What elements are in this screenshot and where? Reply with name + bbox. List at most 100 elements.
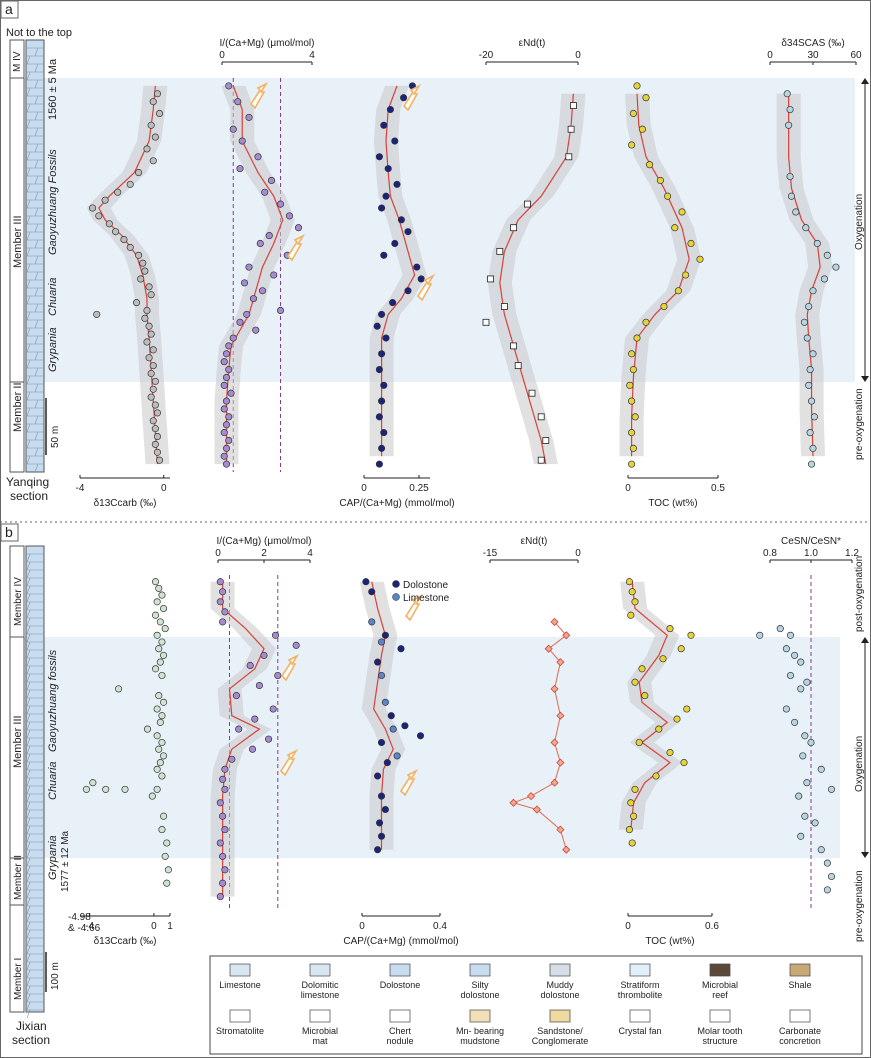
data-point [375, 366, 383, 374]
chart-b-8: CAP/(Ca+Mg) (mmol/mol) 0 0.4 [343, 578, 459, 947]
data-point [158, 712, 166, 720]
data-point [378, 204, 386, 212]
data-point [631, 598, 639, 606]
data-point [161, 852, 169, 860]
data-point [683, 705, 691, 713]
data-point [550, 778, 559, 787]
data-point [149, 362, 157, 370]
data-point [660, 302, 668, 311]
data-point [673, 715, 681, 723]
data-point [153, 732, 161, 740]
data-point [95, 212, 103, 220]
data-point [628, 397, 636, 405]
data-point [380, 381, 388, 389]
data-point-dolostone [381, 631, 389, 639]
data-point [216, 598, 224, 606]
legend-swatch-icon [629, 963, 651, 977]
data-point [823, 251, 831, 259]
tick-label: 0 [219, 50, 225, 61]
data-point [143, 725, 152, 733]
legend-limestone: Limestone [403, 593, 450, 604]
data-point [510, 342, 518, 350]
axis-label: CAP/(Ca+Mg) (mmol/mol) [339, 498, 454, 509]
data-point-dolostone [374, 772, 382, 780]
data-point [245, 113, 253, 121]
svg-text:b: b [5, 524, 13, 540]
data-point [270, 271, 278, 279]
data-point [674, 287, 682, 295]
legend-item-label: Microbial [702, 980, 738, 990]
chart-a-3: εNd(t) -20 0 [479, 38, 586, 465]
legend-swatch-icon [229, 963, 251, 977]
data-point [114, 188, 122, 196]
data-point [155, 745, 163, 753]
data-point [147, 393, 155, 401]
data-point [267, 176, 276, 184]
uncertainty-envelope [210, 581, 276, 897]
member-ii-label-a: Member II [12, 382, 24, 432]
uncertainty-envelope [776, 93, 833, 457]
data-point [143, 145, 151, 153]
legend-swatch-icon [229, 1009, 251, 1023]
chart-a-2: CAP/(Ca+Mg) (mmol/mol) 0 0.25 [339, 82, 455, 509]
data-point-dolostone [381, 805, 389, 814]
data-point [112, 228, 120, 236]
data-point [137, 275, 145, 283]
data-point [384, 165, 392, 173]
legend-item-label: Silty [471, 980, 489, 990]
data-point [145, 322, 153, 330]
fossil-gaoyuzhuang-a: Gaoyuzhuang Fossils [47, 149, 59, 255]
legend-item-label: Dolostone [380, 980, 421, 990]
data-point [550, 617, 559, 626]
data-point [156, 658, 164, 666]
data-point [135, 251, 143, 259]
data-point [628, 588, 636, 596]
data-point [243, 310, 251, 318]
trend-arrow-icon [404, 594, 424, 622]
data-point [153, 765, 161, 773]
data-point [666, 625, 674, 633]
data-point [147, 369, 155, 378]
data-point [628, 839, 636, 847]
data-point [158, 638, 166, 646]
data-point [803, 779, 811, 787]
data-point [219, 852, 227, 860]
data-point [810, 413, 818, 421]
data-point [265, 232, 273, 240]
data-point [817, 846, 825, 854]
tick-label: 0 [161, 483, 167, 494]
data-point [671, 224, 679, 232]
data-point [155, 456, 164, 464]
trend-arrow-icon [416, 274, 436, 302]
data-point [550, 684, 559, 693]
zone-markers-b: post-oxygenation Oxygenation pre-oxygena… [854, 556, 869, 942]
data-point [155, 692, 163, 700]
legend-swatch-icon [709, 963, 731, 977]
data-point [256, 239, 264, 248]
data-point [163, 839, 171, 847]
data-point [151, 425, 159, 433]
data-point [151, 611, 160, 619]
legend-item-sandstone-conglomerate: Sandstone/Conglomerate [532, 1009, 588, 1046]
data-point [246, 661, 254, 670]
tick-label: 0 [215, 548, 221, 559]
data-point [806, 429, 814, 437]
data-point [628, 460, 636, 468]
data-point [222, 421, 231, 429]
zone-post-oxygenation-b: post-oxygenation [854, 556, 865, 632]
data-point [160, 698, 168, 706]
data-point [562, 631, 571, 640]
data-point [801, 812, 809, 820]
data-point [832, 263, 840, 271]
axis-label: δ13Ccarb (‰) [94, 498, 157, 509]
data-point [153, 785, 161, 793]
chart-b-9: εNd(t) -15 0 [483, 536, 581, 854]
data-point [375, 153, 383, 161]
data-point-dolostone [374, 658, 382, 666]
zone-markers-a: Oxygenation pre-oxygenation [854, 78, 869, 460]
data-point [659, 655, 667, 663]
